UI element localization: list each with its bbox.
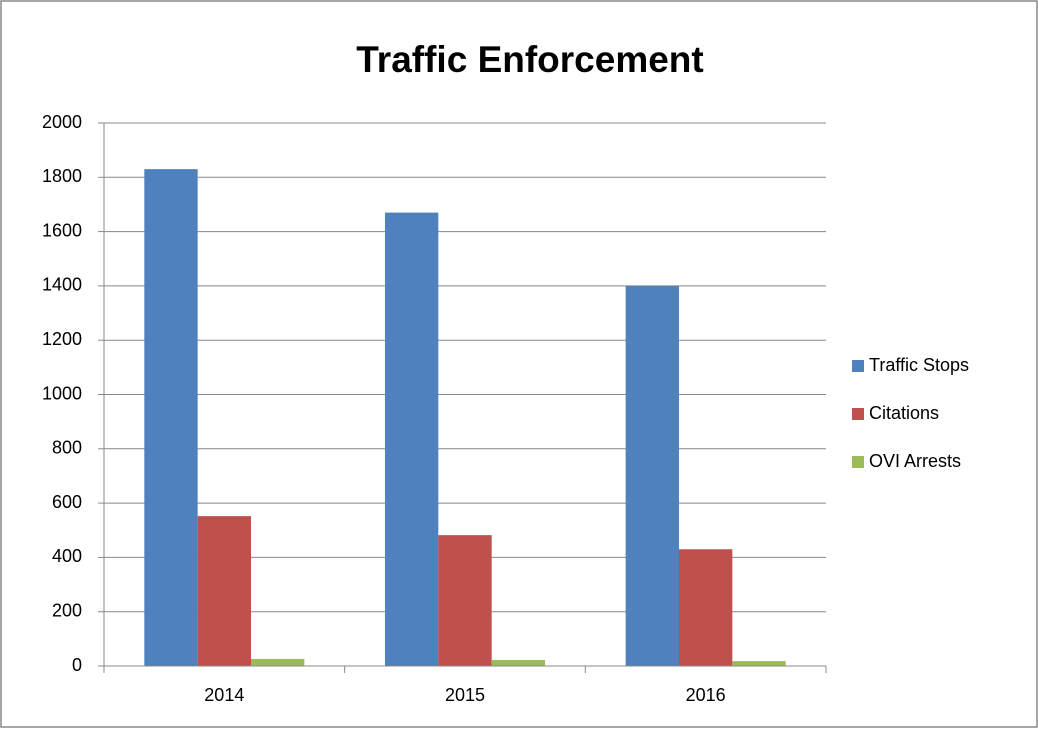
legend-label: Citations <box>869 403 939 423</box>
y-tick-label: 400 <box>52 546 82 566</box>
bar <box>732 661 786 666</box>
legend-swatch <box>852 360 864 372</box>
bar <box>384 212 439 666</box>
legend-label: Traffic Stops <box>869 355 969 375</box>
y-tick-label: 1400 <box>42 275 82 295</box>
y-tick-label: 2000 <box>42 112 82 132</box>
legend-swatch <box>852 456 864 468</box>
y-tick-label: 1000 <box>42 383 82 403</box>
chart-title: Traffic Enforcement <box>356 39 703 80</box>
bar <box>144 169 198 666</box>
x-tick-label: 2014 <box>204 685 244 705</box>
bar <box>251 658 305 666</box>
legend-swatch <box>852 408 864 420</box>
bar <box>678 549 733 666</box>
bar <box>491 660 546 666</box>
y-tick-label: 1600 <box>42 220 82 240</box>
x-tick-label: 2016 <box>686 685 726 705</box>
y-tick-label: 600 <box>52 492 82 512</box>
bar <box>625 285 679 666</box>
y-tick-label: 1800 <box>42 166 82 186</box>
y-tick-label: 800 <box>52 438 82 458</box>
y-tick-label: 200 <box>52 600 82 620</box>
bar <box>197 516 252 666</box>
y-tick-label: 0 <box>72 655 82 675</box>
y-tick-label: 1200 <box>42 329 82 349</box>
bar <box>438 535 492 666</box>
x-tick-label: 2015 <box>445 685 485 705</box>
legend-label: OVI Arrests <box>869 451 961 471</box>
